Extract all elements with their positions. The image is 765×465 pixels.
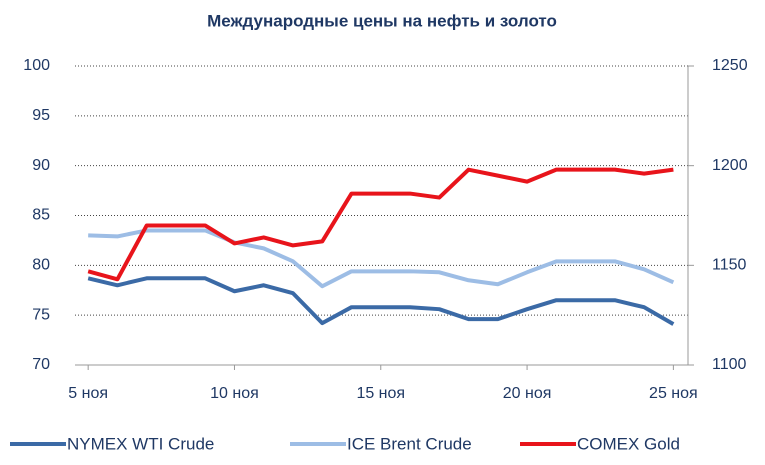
y-tick-label: 100	[23, 57, 50, 74]
y-tick-label: 80	[32, 257, 50, 274]
series-line	[87, 276, 675, 326]
x-tick-label: 20 ноя	[503, 385, 552, 402]
series-line	[87, 167, 674, 282]
y2-tick-label: 1250	[712, 57, 748, 74]
y2-tick-label: 1200	[712, 157, 748, 174]
y2-tick-label: 1150	[712, 257, 747, 274]
y-tick-label: 90	[32, 157, 50, 174]
y-tick-label: 70	[32, 356, 50, 373]
x-tick-label: 10 ноя	[210, 385, 259, 402]
y-tick-label: 75	[32, 306, 50, 323]
legend-label: ICE Brent Crude	[347, 434, 472, 453]
x-tick-label: 5 ноя	[68, 385, 108, 402]
x-tick-label: 15 ноя	[356, 385, 405, 402]
legend-label: COMEX Gold	[577, 434, 680, 453]
y-tick-label: 85	[32, 207, 50, 224]
y2-tick-label: 1100	[712, 356, 747, 373]
x-tick-label: 25 ноя	[649, 385, 698, 402]
series-line	[88, 228, 675, 289]
chart-title: Международные цены на нефть и золото	[207, 11, 557, 30]
legend-label: NYMEX WTI Crude	[67, 434, 214, 453]
y-tick-label: 95	[32, 107, 50, 124]
